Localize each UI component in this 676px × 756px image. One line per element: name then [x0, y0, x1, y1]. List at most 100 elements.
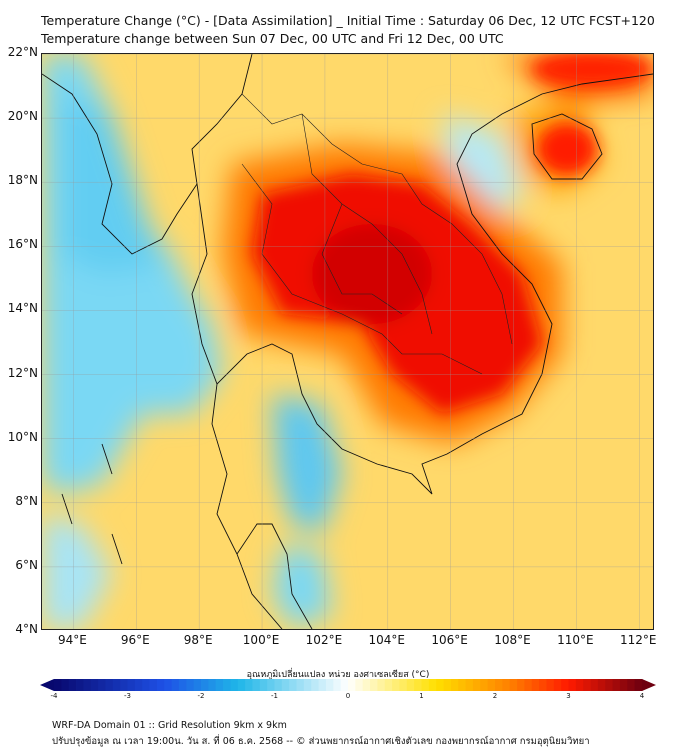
colorbar-segment — [215, 679, 224, 691]
colorbar-segment — [281, 679, 290, 691]
colorbar-segment — [274, 679, 283, 691]
colorbar-tick: -2 — [197, 692, 205, 700]
colorbar-segment — [619, 679, 628, 691]
lon-label: 104°E — [368, 633, 406, 647]
colorbar-segment — [134, 679, 143, 691]
lon-label: 100°E — [242, 633, 280, 647]
colorbar-tick: 4 — [639, 692, 645, 700]
colorbar-segment — [267, 679, 275, 691]
colorbar-segment — [171, 679, 180, 691]
colorbar-segment — [178, 679, 187, 691]
colorbar-segment — [120, 679, 128, 691]
colorbar-segment — [597, 679, 606, 691]
lat-label: 20°N — [7, 109, 38, 124]
lat-label: 6°N — [15, 557, 38, 572]
colorbar-segment — [193, 679, 202, 691]
coastlines — [42, 54, 653, 629]
colorbar-segment — [450, 679, 459, 691]
colorbar-segment — [561, 679, 569, 691]
colorbar-tick: 2 — [492, 692, 498, 700]
colorbar-segment — [531, 679, 540, 691]
lon-label: 108°E — [494, 633, 531, 647]
colorbar-segment — [627, 679, 636, 691]
map-title: Temperature Change (°C) - [Data Assimila… — [41, 13, 655, 28]
temperature-change-map[interactable] — [41, 53, 654, 630]
colorbar-tick: -3 — [124, 692, 131, 700]
colorbar-title: อุณหภูมิเปลี่ยนแปลง หน่วย องศาเซลเซียส (… — [246, 670, 430, 680]
colorbar-segment — [127, 679, 136, 691]
colorbar-segment — [443, 679, 452, 691]
colorbar-segment — [436, 679, 444, 691]
lon-label: 110°E — [557, 633, 594, 647]
colorbar-segment — [568, 679, 577, 691]
colorbar-segment — [370, 679, 378, 691]
lat-label: 14°N — [7, 301, 38, 316]
colorbar-segment — [303, 679, 312, 691]
lat-label: 22°N — [7, 45, 38, 59]
colorbar-segment — [414, 679, 422, 691]
colorbar-segment — [575, 679, 584, 691]
cool-field-sw — [42, 514, 112, 629]
footer-model-info: WRF-DA Domain 01 :: Grid Resolution 9km … — [52, 720, 287, 731]
colorbar-segment — [348, 679, 356, 691]
colorbar-max-arrow — [642, 679, 656, 691]
colorbar-segment — [634, 679, 643, 691]
hot-core-hainan — [537, 123, 597, 175]
lon-label: 102°E — [305, 633, 343, 647]
colorbar-segment — [465, 679, 474, 691]
colorbar-segment — [472, 679, 481, 691]
colorbar-segment — [502, 679, 511, 691]
cool-field-gulf — [272, 394, 342, 534]
colorbar-segment — [230, 679, 239, 691]
cool-field-northeast — [442, 114, 522, 224]
colorbar-tick: -4 — [50, 692, 58, 700]
colorbar-segment — [553, 679, 562, 691]
colorbar-segment — [612, 679, 621, 691]
colorbar-segment — [355, 679, 364, 691]
colorbar-segment — [377, 679, 386, 691]
lon-label: 106°E — [431, 633, 468, 647]
hot-core-center — [312, 224, 432, 324]
colorbar-segment — [546, 679, 555, 691]
colorbar-segment — [458, 679, 466, 691]
colorbar-segment — [90, 679, 99, 691]
colorbar-segment — [399, 679, 408, 691]
colorbar-segment — [156, 679, 165, 691]
colorbar-segment — [318, 679, 327, 691]
colorbar-segment — [333, 679, 342, 691]
lat-label: 4°N — [15, 622, 38, 636]
lat-label: 10°N — [7, 429, 38, 444]
colorbar-segment — [98, 679, 106, 691]
colorbar-segments — [54, 679, 643, 691]
colorbar-segment — [164, 679, 172, 691]
colorbar-segment — [237, 679, 246, 691]
lon-label: 112°E — [620, 633, 657, 647]
colorbar-segment — [105, 679, 114, 691]
lon-label: 94°E — [57, 633, 87, 647]
footer-credit: ปรับปรุงข้อมูล ณ เวลา 19:00น. วัน ส. ที่… — [52, 736, 590, 747]
colorbar-segment — [201, 679, 209, 691]
colorbar-segment — [428, 679, 437, 691]
colorbar-segment — [311, 679, 319, 691]
colorbar-segment — [392, 679, 400, 691]
map-subtitle: Temperature change between Sun 07 Dec, 0… — [41, 31, 504, 46]
colorbar-segment — [83, 679, 92, 691]
colorbar-segment — [524, 679, 533, 691]
lat-label: 12°N — [7, 365, 38, 380]
lat-label: 8°N — [15, 493, 38, 508]
colorbar-segment — [61, 679, 70, 691]
lon-label: 98°E — [183, 633, 213, 647]
lat-label: 16°N — [7, 237, 38, 252]
map-canvas — [42, 54, 653, 629]
colorbar-segment — [487, 679, 496, 691]
colorbar-segment — [186, 679, 195, 691]
colorbar-segment — [340, 679, 349, 691]
colorbar-segment — [259, 679, 268, 691]
colorbar-tick: 0 — [345, 692, 351, 700]
colorbar-segment — [517, 679, 525, 691]
colorbar-segment — [384, 679, 393, 691]
colorbar-segment — [325, 679, 334, 691]
colorbar-segment — [583, 679, 591, 691]
colorbar-segment — [539, 679, 547, 691]
colorbar-segment — [208, 679, 217, 691]
